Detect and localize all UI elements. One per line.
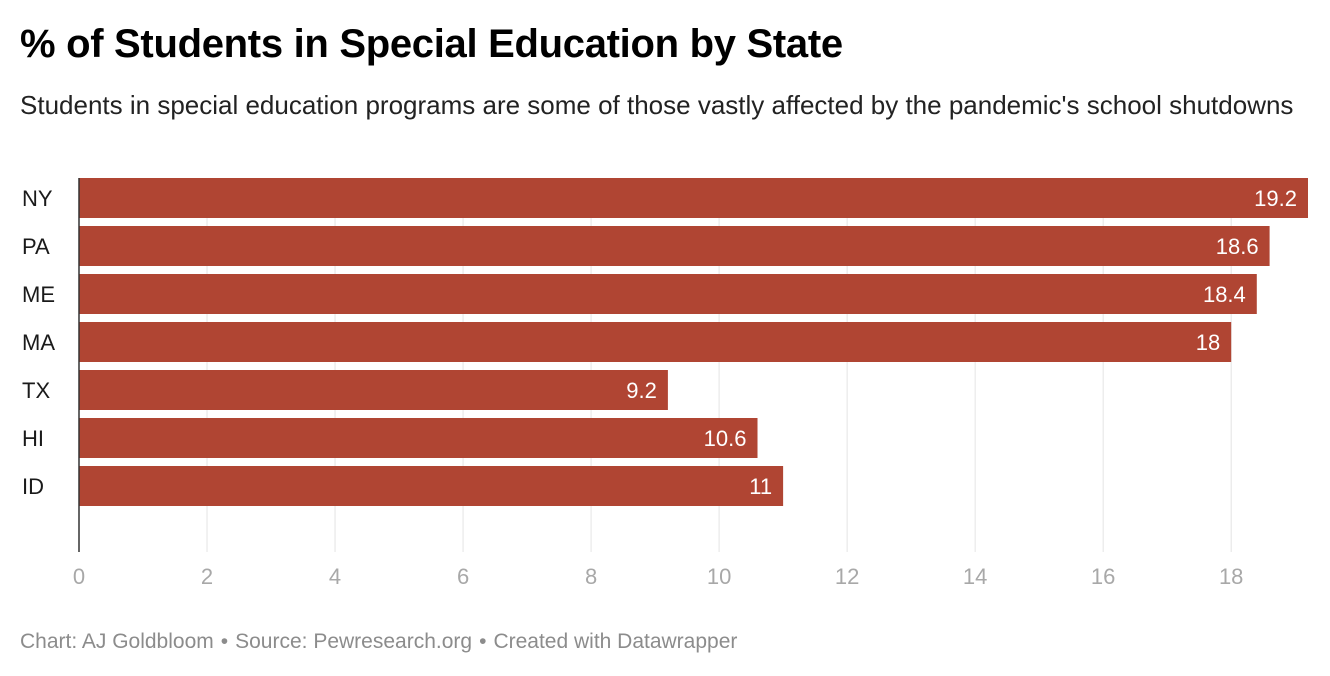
category-label: ME [22, 282, 55, 307]
x-tick-label: 16 [1091, 564, 1115, 589]
chart-subtitle: Students in special education programs a… [20, 90, 1294, 120]
category-label: TX [22, 378, 50, 403]
footer-separator: • [220, 630, 229, 653]
category-label: HI [22, 426, 44, 451]
value-label: 18.4 [1203, 282, 1246, 307]
bar-id [79, 466, 784, 506]
value-label: 10.6 [704, 426, 747, 451]
value-label: 11 [749, 474, 772, 499]
value-label: 18 [1196, 330, 1220, 355]
bar-ny [79, 178, 1308, 218]
x-tick-label: 14 [963, 564, 987, 589]
x-tick-label: 0 [73, 564, 85, 589]
footer-credit: Chart: AJ Goldbloom [20, 630, 214, 653]
value-label: 19.2 [1254, 186, 1297, 211]
category-label: MA [22, 330, 55, 355]
category-label: NY [22, 186, 53, 211]
x-tick-label: 12 [835, 564, 859, 589]
bar-ma [79, 322, 1232, 362]
x-tick-label: 18 [1219, 564, 1243, 589]
bar-me [79, 274, 1257, 314]
value-label: 18.6 [1216, 234, 1259, 259]
footer-source: Source: Pewresearch.org [235, 630, 473, 653]
value-label: 9.2 [626, 378, 657, 403]
x-tick-label: 4 [329, 564, 341, 589]
x-tick-label: 6 [457, 564, 469, 589]
labels: 0 2 4 6 8 10 12 14 16 18 NY 19.2 PA 18.6 ME 18.4 MA 18 TX 9… [22, 186, 1297, 589]
bar-tx [79, 370, 668, 410]
x-tick-label: 2 [201, 564, 213, 589]
chart-footer: Chart: AJ Goldbloom • Source: Pewresearch.… [20, 628, 737, 656]
chart-title: % of Students in Special Education by St… [20, 22, 843, 66]
x-tick-label: 8 [585, 564, 597, 589]
bar-hi [79, 418, 758, 458]
footer-tool: Created with Datawrapper [493, 630, 738, 653]
category-label: PA [22, 234, 50, 259]
category-label: ID [22, 474, 44, 499]
gridlines [206, 178, 1232, 552]
footer-separator: • [479, 630, 487, 653]
bar-pa [79, 226, 1270, 266]
x-tick-label: 10 [707, 564, 731, 589]
bars [79, 178, 1308, 506]
